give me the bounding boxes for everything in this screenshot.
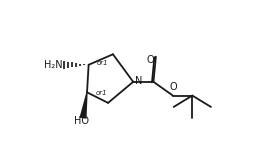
Text: H₂N: H₂N [44,60,63,70]
Text: or1: or1 [96,90,107,96]
Text: O: O [170,81,177,92]
Text: HO: HO [74,116,89,126]
Text: N: N [135,76,143,86]
Text: or1: or1 [97,60,108,66]
Text: O: O [146,55,154,65]
Polygon shape [79,92,88,119]
